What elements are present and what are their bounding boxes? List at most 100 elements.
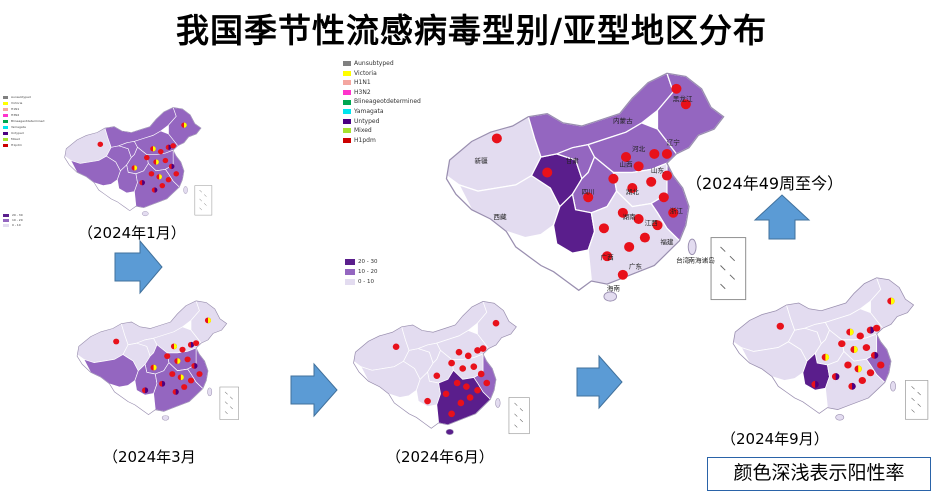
south-sea-inset <box>710 237 747 301</box>
subtype-marker-slice <box>171 163 175 170</box>
arrow-right-1-icon <box>114 239 163 295</box>
positivity-scale-legend-small: 20 - 30 10 - 20 0 - 10 <box>3 213 23 228</box>
south-sea-dash <box>911 409 915 413</box>
province-label-hubei: 湖北 <box>626 187 640 196</box>
subtype-marker <box>459 365 467 372</box>
subtype-marker <box>144 154 150 161</box>
subtype-legend-small-swatch <box>3 95 8 99</box>
arrow-right-3-icon <box>576 354 623 410</box>
subtype-legend-small-item: Mixed <box>3 136 44 142</box>
scale-legend-small-swatch <box>3 224 9 227</box>
taiwan-island <box>207 387 213 397</box>
subtype-marker <box>844 361 852 369</box>
subtype-legend-small-item: Yamagata <box>3 124 44 130</box>
subtype-marker-slice <box>852 382 856 390</box>
subtype-legend-swatch <box>343 109 351 115</box>
subtype-marker <box>838 340 846 348</box>
scale-legend-label: 20 - 30 <box>358 259 378 265</box>
south-sea-dash <box>911 397 915 402</box>
subtype-legend-label: Blineageotdetermined <box>354 98 421 106</box>
date-label-jun: （2024年6月） <box>386 448 494 466</box>
subtype-legend-small-swatch <box>3 143 8 147</box>
hainan-island <box>161 415 170 421</box>
subtype-legend-small-item: H1pdm <box>3 142 44 148</box>
subtype-marker <box>453 379 461 387</box>
province-label-xizang: 西藏 <box>493 212 507 221</box>
scale-legend-swatch <box>345 269 355 275</box>
scale-legend-swatch <box>345 259 355 265</box>
subtype-marker <box>633 214 644 224</box>
subtype-marker <box>671 83 682 94</box>
subtype-marker <box>602 251 613 262</box>
province-label-gansu: 甘肃 <box>566 156 580 165</box>
south-sea-dash <box>729 274 736 280</box>
subtype-marker <box>491 133 502 144</box>
subtype-marker-slice <box>159 174 162 180</box>
south-sea-dash <box>514 413 518 417</box>
subtype-marker-slice <box>854 346 858 353</box>
subtype-legend-small-label: Yamagata <box>11 125 26 129</box>
taiwan-island <box>495 398 501 408</box>
subtype-marker <box>159 182 166 189</box>
subtype-marker <box>448 359 455 367</box>
subtype-legend-label: H1pdm <box>354 136 376 144</box>
subtype-marker <box>652 220 663 231</box>
province-label-fujian: 福建 <box>660 237 674 246</box>
subtype-marker-slice <box>825 353 830 361</box>
subtype-marker-slice <box>134 165 138 171</box>
subtype-legend-label: Mixed <box>354 127 372 135</box>
south-sea-dash <box>199 198 202 202</box>
subtype-marker <box>661 148 672 159</box>
subtype-marker <box>424 397 431 405</box>
subtype-marker <box>680 99 691 110</box>
south-sea-dash <box>514 424 518 428</box>
subtype-marker <box>173 171 180 177</box>
subtype-legend-small-label: H1N1 <box>11 107 20 111</box>
province-label-hunan: 湖南 <box>623 212 637 221</box>
subtype-legend-item: H3N2 <box>343 88 421 98</box>
subtype-marker-slice <box>858 365 862 373</box>
subtype-marker-slice <box>145 387 149 394</box>
subtype-marker <box>187 377 195 384</box>
south-sea-dash <box>199 189 202 193</box>
province-label-nanhai: 南海诸岛 <box>688 255 715 264</box>
subtype-legend-small-label: Mixed <box>11 137 20 141</box>
south-sea-dash <box>519 408 524 412</box>
subtype-legend-item: Untyped <box>343 117 421 127</box>
china-map-jun <box>353 300 530 435</box>
subtype-legend-small-item: Aunsubtyped <box>3 94 44 100</box>
subtype-marker <box>474 347 481 354</box>
subtype-marker-slice <box>174 343 178 350</box>
subtype-marker <box>466 394 474 401</box>
subtype-marker <box>620 152 632 162</box>
subtype-marker <box>170 143 176 149</box>
province-label-liaoning: 辽宁 <box>667 138 681 147</box>
subtype-marker-slice <box>194 362 198 369</box>
subtype-marker <box>442 390 450 398</box>
subtype-legend-item: Mixed <box>343 126 421 136</box>
subtype-marker <box>624 241 635 252</box>
subtype-marker-slice <box>175 388 179 395</box>
arrow-up-icon <box>753 194 811 240</box>
subtype-legend-small-label: Victoria <box>11 101 23 105</box>
subtype-marker <box>598 223 609 234</box>
scale-legend-item: 20 - 30 <box>345 257 377 267</box>
subtype-legend-small-item: Victoria <box>3 100 44 106</box>
subtype-marker-slice <box>850 328 854 336</box>
province-label-xinjiang: 新疆 <box>474 156 488 165</box>
subtype-marker <box>646 176 657 187</box>
subtype-legend-small-item: Blineageotdetermined <box>3 118 44 124</box>
subtype-marker <box>661 170 672 181</box>
subtype-legend: Aunsubtyped Victoria H1N1 H3N2 Blineageotdet… <box>343 59 421 145</box>
scale-legend-small-label: 20 - 30 <box>12 213 23 217</box>
subtype-marker <box>179 346 186 353</box>
china-map-mar <box>76 300 239 421</box>
subtype-marker <box>858 377 866 384</box>
subtype-marker-slice <box>156 159 159 165</box>
subtype-legend-small-label: H1pdm <box>11 143 22 147</box>
south-sea-dash <box>229 396 233 400</box>
province-label-zhejiang: 浙江 <box>670 206 684 215</box>
south-sea-dash <box>519 419 524 423</box>
subtype-marker-slice <box>184 122 187 128</box>
subtype-legend-swatch <box>343 61 351 67</box>
